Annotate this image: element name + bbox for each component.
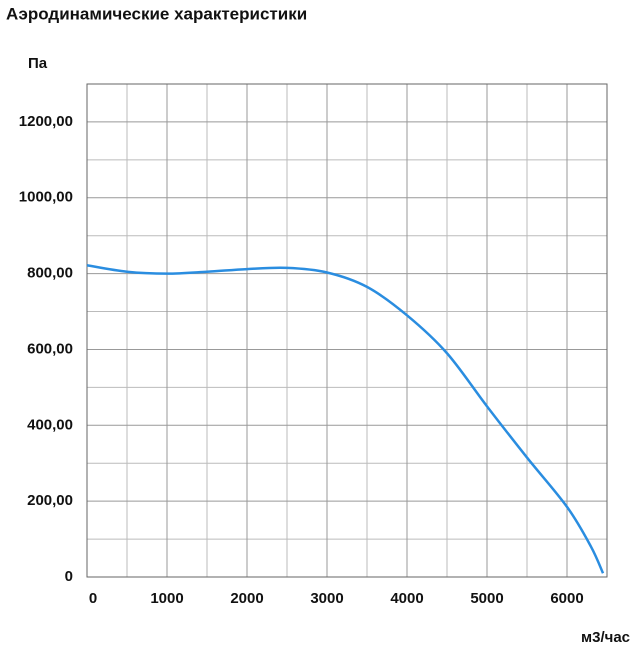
y-tick-label: 0 [65,568,73,585]
y-tick-label: 1000,00 [19,189,73,206]
y-tick-label: 800,00 [27,265,73,282]
x-tick-label: 6000 [550,590,583,607]
x-axis-label: м3/час [581,629,630,646]
x-tick-label: 3000 [310,590,343,607]
x-tick-label: 0 [89,590,97,607]
y-tick-label: 1200,00 [19,113,73,130]
x-tick-label: 2000 [230,590,263,607]
x-tick-label: 5000 [470,590,503,607]
curve [86,264,605,574]
x-tick-label: 1000 [150,590,183,607]
y-tick-label: 400,00 [27,416,73,433]
chart-title: Аэродинамические характеристики [6,4,307,23]
y-axis-label: Па [28,55,48,72]
plot-frame [86,83,608,578]
y-tick-label: 200,00 [27,492,73,509]
x-tick-label: 4000 [390,590,423,607]
y-tick-label: 600,00 [27,340,73,357]
